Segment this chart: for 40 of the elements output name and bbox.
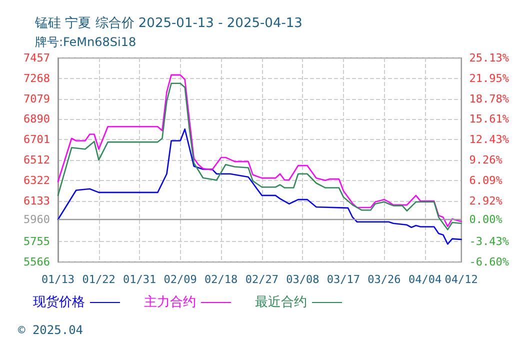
x-tick-label: 03/17 (326, 273, 360, 286)
x-tick-label: 01/13 (41, 273, 75, 286)
y-tick-label: 6890 (24, 112, 50, 126)
x-tick-label: 02/09 (164, 273, 197, 286)
x-tick-label: 01/31 (122, 273, 156, 286)
y-tick-label: 6701 (24, 133, 50, 146)
chart-title: 锰硅 宁夏 综合价 2025-01-13 - 2025-04-13 (34, 15, 302, 31)
y-tick-label: 5755 (24, 235, 50, 248)
text: © 2025.04 (18, 323, 84, 337)
x-tick-label: 01/22 (82, 273, 116, 286)
y2-tick-label: 21.95% (469, 72, 510, 85)
legend-label: 现货价格 (33, 295, 85, 310)
y-tick-label: 6512 (24, 153, 50, 166)
x-tick-label: 02/18 (204, 273, 238, 286)
x-tick-label: 02/27 (245, 273, 278, 286)
legend-label: 最近合约 (255, 295, 307, 310)
y2-tick-label: 15.61% (469, 112, 510, 126)
y2-tick-label: 18.78% (469, 92, 510, 106)
y2-tick-label: 9.26% (469, 154, 503, 167)
line-series (57, 128, 462, 245)
y-tick-label: 7268 (24, 72, 50, 85)
y-tick-label: 5960 (24, 212, 50, 226)
legend-label: 主力合约 (144, 294, 196, 310)
y2-tick-label: -6.60% (469, 256, 510, 268)
y-tick-label: 7079 (24, 92, 50, 106)
y2-tick-label: 12.43% (469, 133, 510, 146)
x-tick-label: 04/12 (444, 273, 478, 286)
y2-tick-label: 0.00% (469, 213, 503, 226)
y-tick-label: 5566 (24, 256, 50, 268)
x-tick-label: 04/04 (408, 273, 442, 286)
y-tick-label: 6322 (24, 174, 50, 187)
y2-tick-label: 25.13% (469, 52, 510, 64)
y2-tick-label: 2.92% (469, 194, 503, 208)
x-tick-label: 03/08 (286, 273, 320, 286)
y2-tick-label: 6.09% (469, 174, 503, 187)
y-tick-label: 7457 (24, 52, 50, 64)
x-tick-label: 03/26 (368, 273, 401, 286)
y-tick-label: 6133 (24, 194, 50, 208)
chart-subtitle: 牌号:FeMn68Si18 (35, 35, 136, 49)
y2-tick-label: -3.43% (469, 235, 510, 248)
